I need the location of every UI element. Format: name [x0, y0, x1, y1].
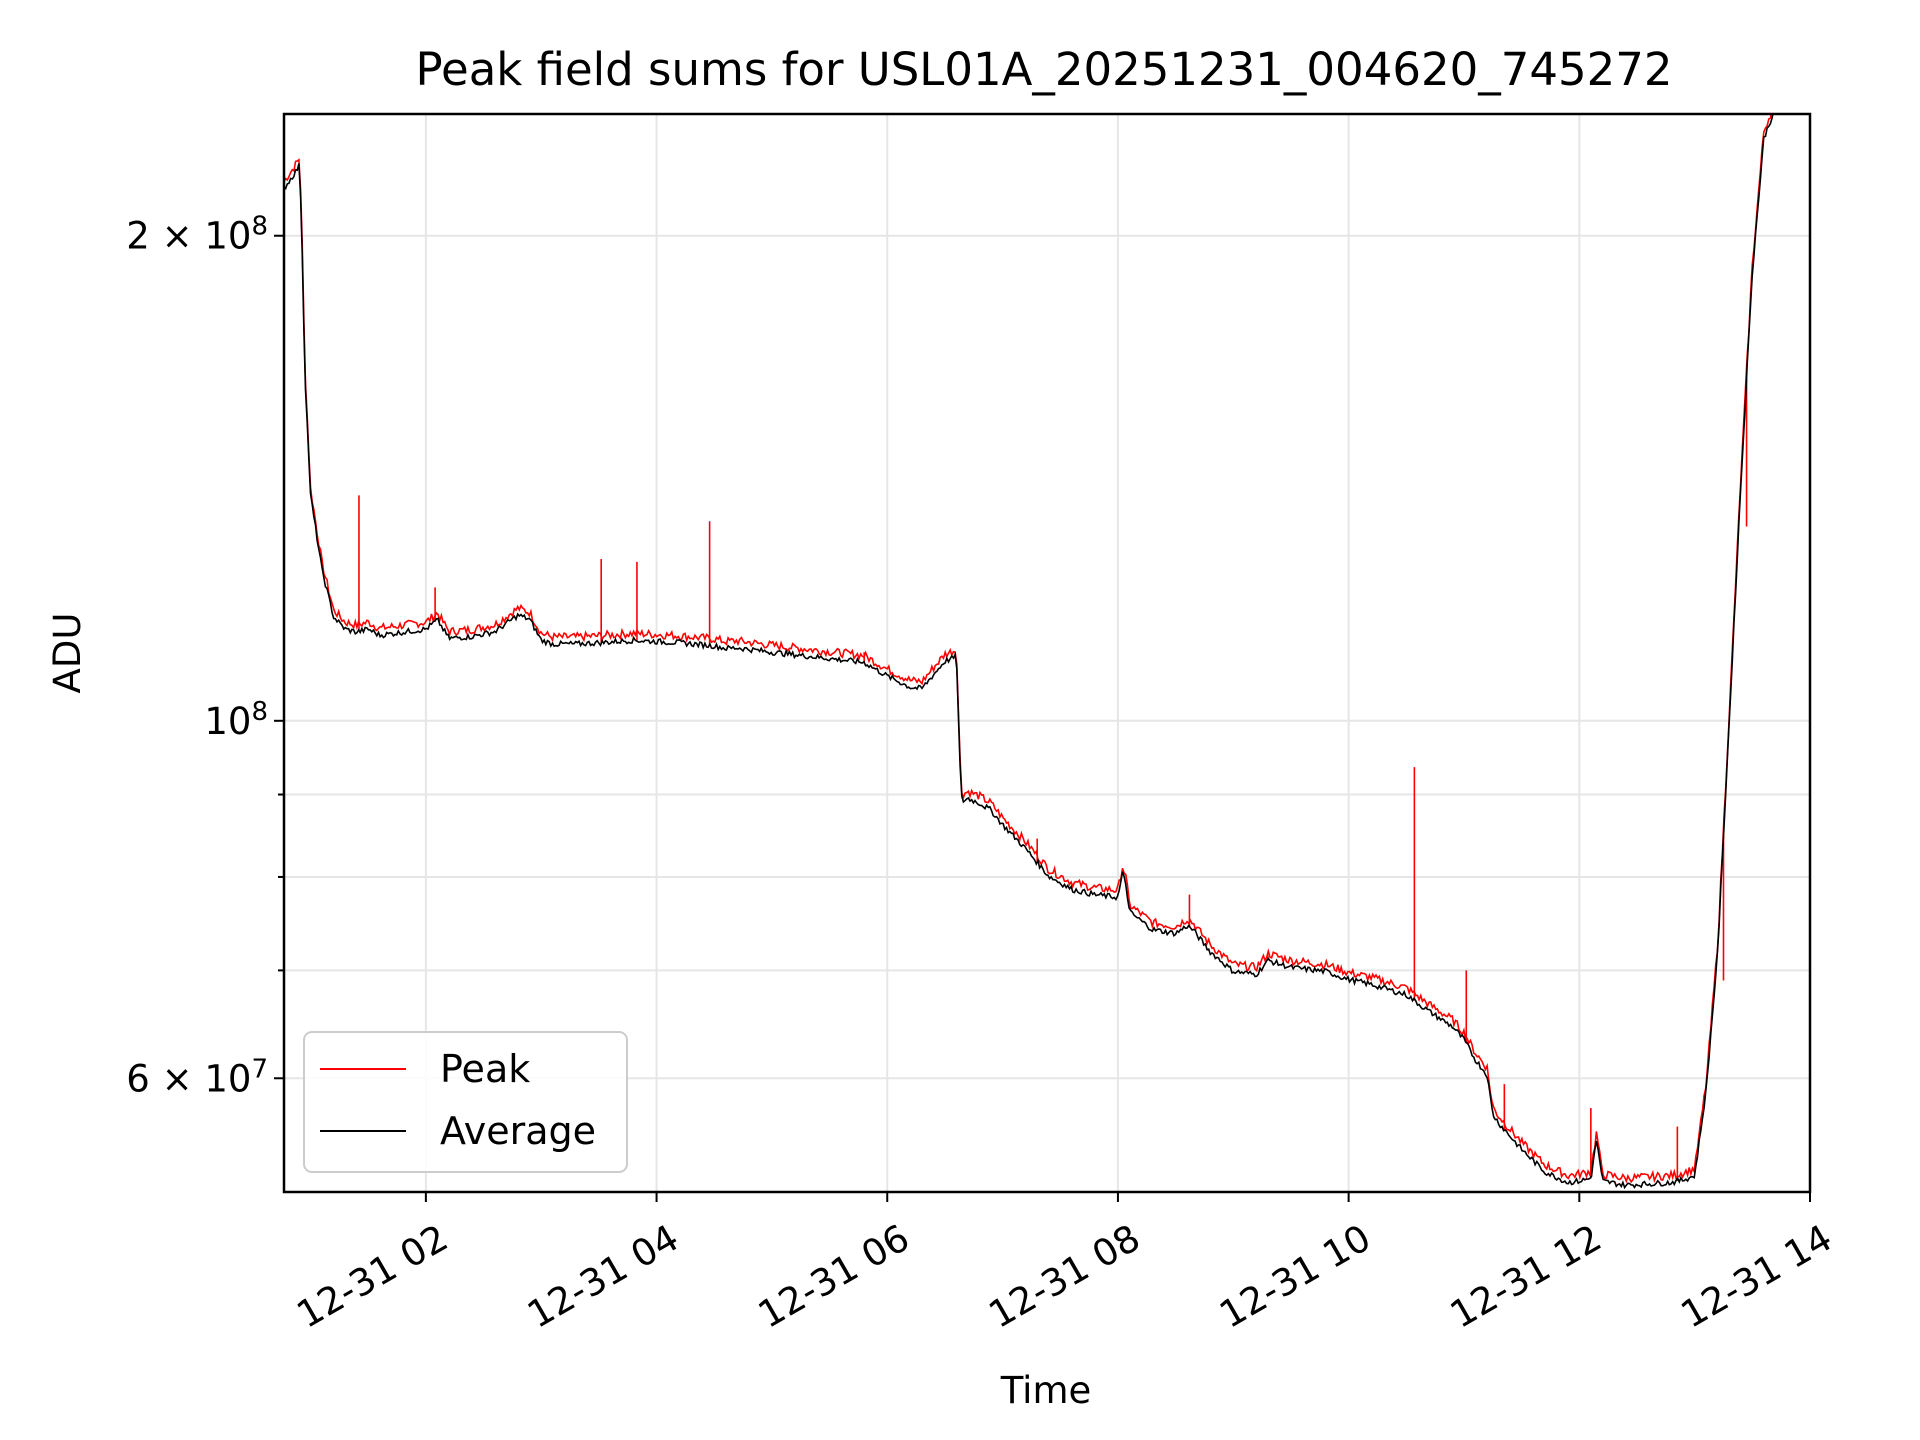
y-axis-ticks: 2 × 108 108 6 × 107: [126, 212, 284, 1100]
legend: Peak Average: [303, 1031, 628, 1173]
x-tick-label: 12-31 08: [982, 1216, 1148, 1336]
chart-title: Peak field sums for USL01A_20251231_0046…: [415, 43, 1672, 96]
x-tick-label: 12-31 10: [1212, 1216, 1378, 1336]
legend-peak-label: Peak: [440, 1047, 530, 1091]
series-layer: [284, 114, 1774, 1190]
legend-average-label: Average: [440, 1109, 596, 1153]
y-tick-label: 108: [204, 697, 268, 743]
y-tick-label: 6 × 107: [126, 1054, 268, 1100]
series-group: [284, 114, 1774, 1190]
x-axis-label: Time: [1000, 1369, 1092, 1412]
x-tick-label: 12-31 12: [1443, 1216, 1609, 1336]
x-tick-label: 12-31 04: [520, 1216, 686, 1336]
average-series-line: [284, 114, 1774, 1190]
x-tick-label: 12-31 06: [751, 1216, 917, 1336]
y-axis-label: ADU: [46, 613, 89, 694]
x-tick-label: 12-31 02: [290, 1216, 456, 1336]
x-tick-label: 12-31 14: [1674, 1216, 1840, 1336]
x-axis-ticks: 12-31 02 12-31 04 12-31 06 12-31 08 12-31 10…: [290, 1192, 1840, 1337]
legend-box: [303, 1031, 628, 1173]
grid-lines: [284, 114, 1810, 1192]
peak-series-line: [284, 114, 1772, 1184]
plot-frame: [282, 112, 1812, 1194]
y-tick-label: 2 × 108: [126, 212, 268, 258]
